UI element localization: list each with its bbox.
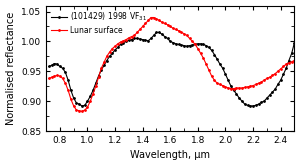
(101429) 1998 VF$_{31}$ [287,60,291,62]
Legend: (101429) 1998 VF$_{31}$, Lunar surface: (101429) 1998 VF$_{31}$, Lunar surface [50,9,148,36]
Lunar surface [47,78,51,80]
Lunar surface [149,16,153,18]
(101429) 1998 VF$_{31}$ [80,105,84,107]
X-axis label: Wavelength, μm: Wavelength, μm [130,150,210,161]
(101429) 1998 VF$_{31}$ [257,103,260,105]
Lunar surface [257,82,260,84]
Line: Lunar surface: Lunar surface [47,16,296,113]
Lunar surface [292,60,296,62]
(101429) 1998 VF$_{31}$ [83,104,86,106]
(101429) 1998 VF$_{31}$ [224,73,227,75]
Lunar surface [80,110,84,112]
(101429) 1998 VF$_{31}$ [292,42,296,44]
Y-axis label: Normalised reflectance: Normalised reflectance [6,12,16,125]
Line: (101429) 1998 VF$_{31}$: (101429) 1998 VF$_{31}$ [47,31,296,107]
Lunar surface [83,109,86,111]
(101429) 1998 VF$_{31}$ [124,40,128,42]
Lunar surface [224,86,227,88]
(101429) 1998 VF$_{31}$ [262,100,266,102]
Lunar surface [287,62,291,64]
Lunar surface [124,39,128,41]
Lunar surface [262,79,266,81]
(101429) 1998 VF$_{31}$ [47,66,51,68]
(101429) 1998 VF$_{31}$ [155,31,158,33]
